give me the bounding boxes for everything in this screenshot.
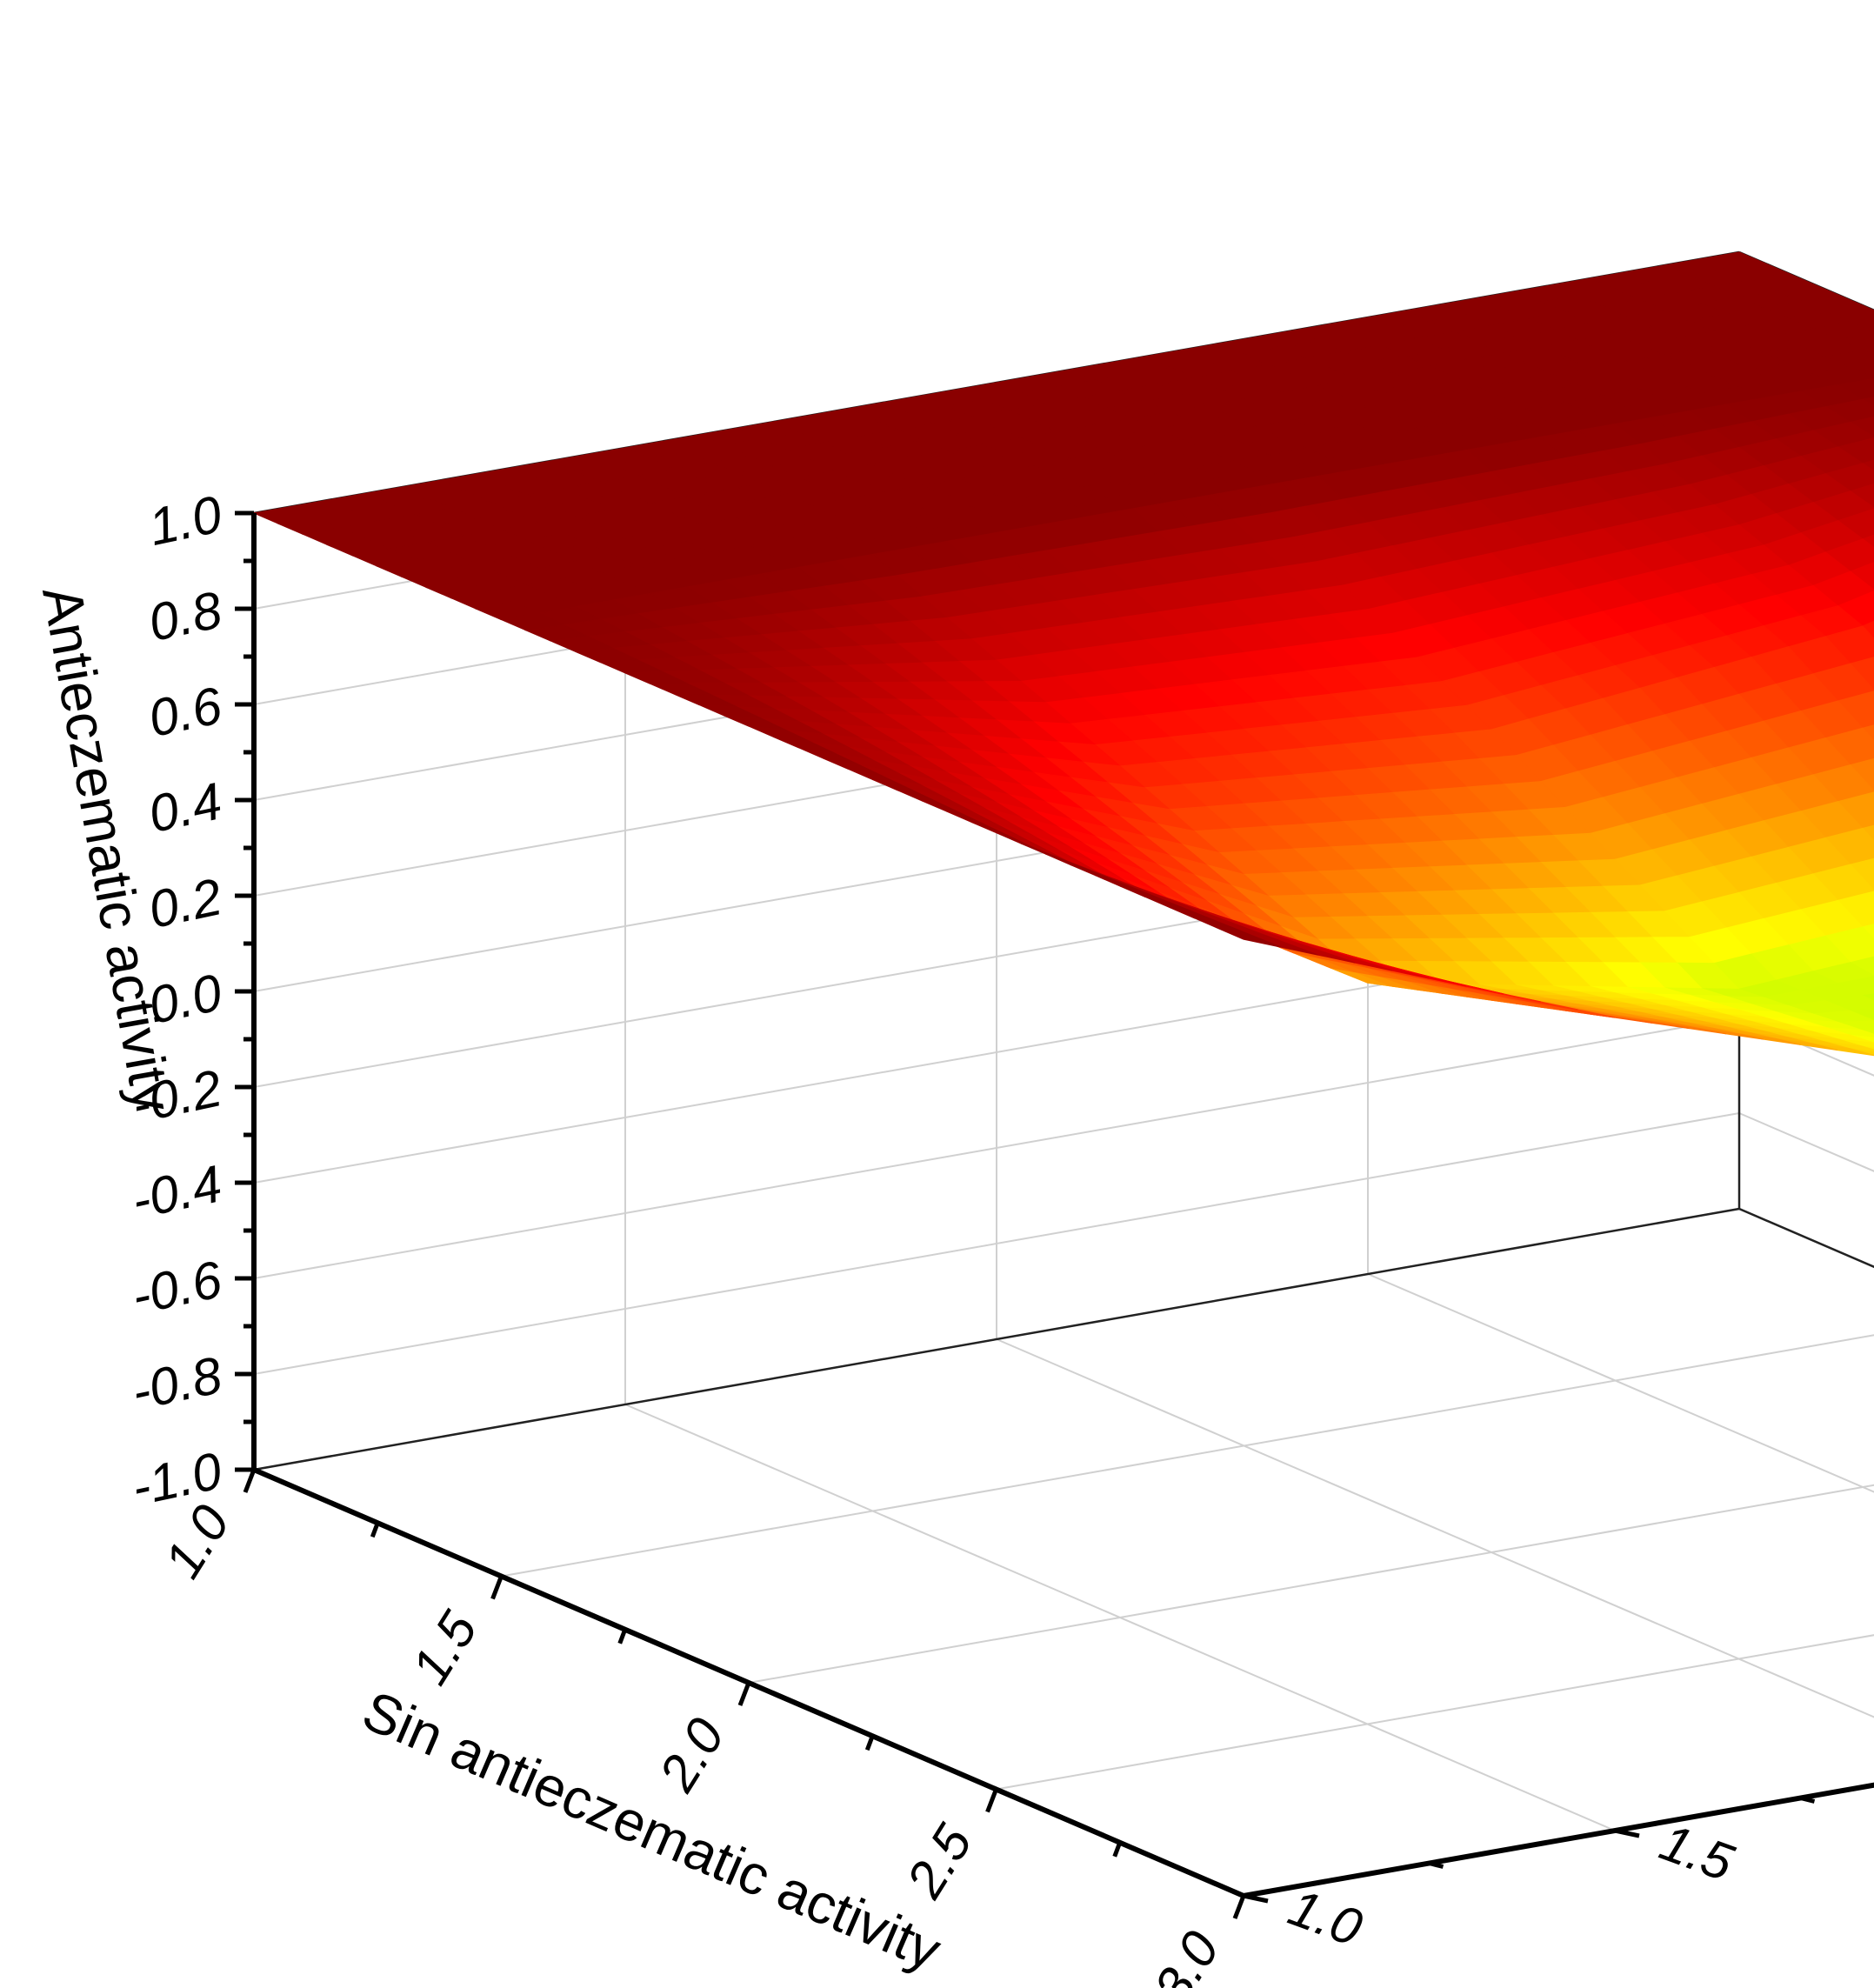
floor-grid-line: [501, 1334, 1874, 1578]
frame-edge: [1738, 1207, 1874, 1269]
x-tick-label: 2.0: [647, 1708, 736, 1801]
y-tick: [1243, 1893, 1269, 1904]
z-tick-label: -0.6: [127, 1250, 228, 1325]
surface-cell: [1861, 620, 1874, 640]
y-tick-label: 1.5: [1653, 1812, 1742, 1892]
wall-grid-line: [1738, 1112, 1874, 1172]
y-axis-title: Sin antieczematic activity: [1867, 1831, 1874, 1988]
wall-grid-line: [1738, 1208, 1874, 1268]
surface-cell: [1861, 534, 1874, 549]
y-minor-tick: [1799, 1796, 1816, 1804]
wall-grid-line: [253, 1112, 1740, 1375]
x-tick: [490, 1575, 504, 1600]
x-tick: [985, 1788, 998, 1813]
surface-cell: [1861, 459, 1874, 472]
floor-grid-line: [996, 1634, 1874, 1791]
z-axis-title: Antieczematic activity: [30, 582, 184, 1117]
frame-edge: [253, 1207, 1740, 1471]
x-tick-label: 2.5: [895, 1814, 984, 1908]
z-tick-label: 1.0: [143, 484, 227, 557]
floor-grid-line: [624, 1404, 1616, 1831]
z-tick-label: -0.4: [127, 1154, 227, 1230]
z-tick-label: 0.6: [143, 676, 227, 748]
floor-grid-line: [1738, 1208, 1874, 1268]
z-tick-label: -1.0: [127, 1441, 227, 1517]
z-tick-label: 0.4: [143, 771, 227, 844]
x-minor-tick: [864, 1735, 875, 1751]
floor-grid-line: [1367, 1273, 1874, 1493]
z-tick-label: 0.8: [143, 580, 227, 652]
y-tick-label: 1.0: [1282, 1878, 1370, 1957]
y-axis-line: [1243, 1782, 1874, 1898]
z-tick-label: -0.8: [127, 1345, 228, 1421]
x-tick-label: 3.0: [1143, 1921, 1230, 1988]
surface-cell: [1218, 928, 1281, 948]
x-tick: [737, 1682, 751, 1706]
surface: [251, 251, 1874, 1057]
y-tick: [1614, 1828, 1640, 1838]
x-minor-tick: [370, 1522, 380, 1538]
axes: [235, 510, 1874, 1919]
z-tick-label: 0.2: [143, 867, 227, 939]
x-tick-label: 1.5: [400, 1601, 488, 1694]
y-minor-tick: [1428, 1861, 1444, 1869]
x-axis-title: Sin antieczematic activity: [354, 1678, 950, 1982]
x-tick: [243, 1469, 257, 1493]
floor-grid-line: [996, 1338, 1874, 1718]
wall-grid-line: [253, 1017, 1740, 1279]
x-tick: [1232, 1895, 1246, 1919]
floor-grid-line: [1243, 1784, 1874, 1897]
x-minor-tick: [617, 1628, 628, 1644]
x-minor-tick: [1112, 1841, 1123, 1858]
wall-grid-line: [1738, 1017, 1874, 1077]
